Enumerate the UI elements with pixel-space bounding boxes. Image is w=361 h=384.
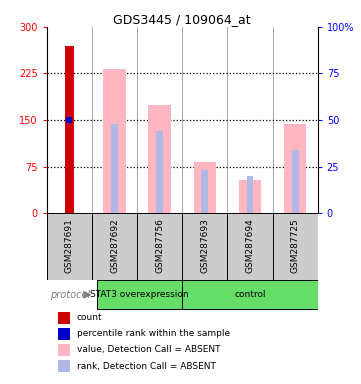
Text: value, Detection Call = ABSENT: value, Detection Call = ABSENT (77, 345, 220, 354)
Bar (247, 176, 253, 213)
Bar (58, 344, 70, 356)
Text: GSM287692: GSM287692 (110, 218, 119, 273)
Bar (97, 280, 182, 309)
Title: GDS3445 / 109064_at: GDS3445 / 109064_at (113, 13, 251, 26)
Text: STAT3 overexpression: STAT3 overexpression (90, 290, 189, 299)
Bar (103, 69, 126, 213)
Bar (58, 328, 70, 340)
Text: GSM287725: GSM287725 (291, 218, 300, 273)
Bar (58, 360, 70, 372)
Text: rank, Detection Call = ABSENT: rank, Detection Call = ABSENT (77, 362, 216, 371)
Bar (239, 180, 261, 213)
Text: GSM287691: GSM287691 (65, 218, 74, 273)
Text: GSM287693: GSM287693 (200, 218, 209, 273)
Bar (58, 312, 70, 324)
Text: protocol: protocol (50, 290, 90, 300)
Bar (148, 104, 171, 213)
Text: GSM287694: GSM287694 (245, 218, 255, 273)
Text: count: count (77, 313, 102, 322)
Bar (284, 124, 306, 213)
Text: control: control (234, 290, 266, 299)
Bar (111, 124, 118, 213)
Text: GSM287756: GSM287756 (155, 218, 164, 273)
Bar (193, 162, 216, 213)
Bar (292, 150, 299, 213)
Bar (201, 170, 208, 213)
Bar (65, 46, 74, 213)
Bar (156, 131, 163, 213)
Bar (182, 280, 318, 309)
Text: percentile rank within the sample: percentile rank within the sample (77, 329, 230, 338)
